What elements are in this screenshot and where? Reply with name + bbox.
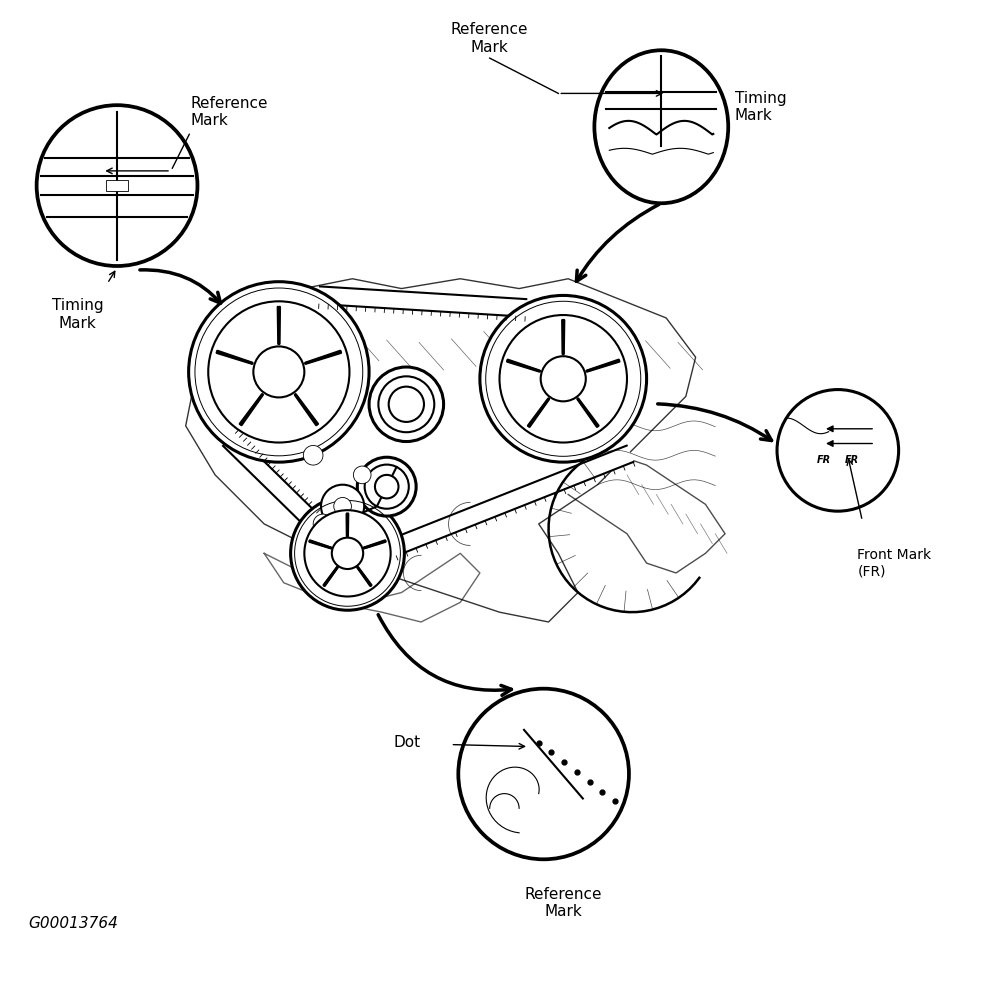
Circle shape [777,390,899,511]
Circle shape [313,514,333,534]
Circle shape [480,296,646,462]
Circle shape [189,282,369,462]
Circle shape [358,457,417,516]
Circle shape [304,445,323,465]
Text: Reference
Mark: Reference Mark [191,96,268,129]
Circle shape [291,496,405,610]
Circle shape [305,510,391,596]
Circle shape [365,465,409,508]
Circle shape [254,346,305,398]
Circle shape [500,315,627,442]
Text: Reference
Mark: Reference Mark [451,23,528,54]
Polygon shape [390,446,633,556]
Circle shape [375,475,399,498]
Text: Dot: Dot [394,735,421,750]
Text: G00013764: G00013764 [29,916,119,931]
Text: Timing
Mark: Timing Mark [52,299,104,330]
Circle shape [332,538,364,569]
Circle shape [369,367,444,441]
Text: FR: FR [844,455,858,465]
Circle shape [354,466,371,484]
Ellipse shape [594,50,728,204]
Text: Timing
Mark: Timing Mark [735,91,786,124]
Circle shape [208,302,350,442]
Circle shape [540,356,585,402]
Circle shape [334,497,352,515]
Circle shape [321,485,365,528]
Bar [106,180,128,191]
Circle shape [389,387,424,422]
Circle shape [37,105,198,266]
Circle shape [379,377,435,432]
Text: FR: FR [817,455,831,465]
Text: Front Mark
(FR): Front Mark (FR) [857,549,932,579]
Circle shape [459,688,629,859]
Polygon shape [319,287,526,316]
Text: Reference
Mark: Reference Mark [524,887,602,919]
Polygon shape [223,433,317,525]
